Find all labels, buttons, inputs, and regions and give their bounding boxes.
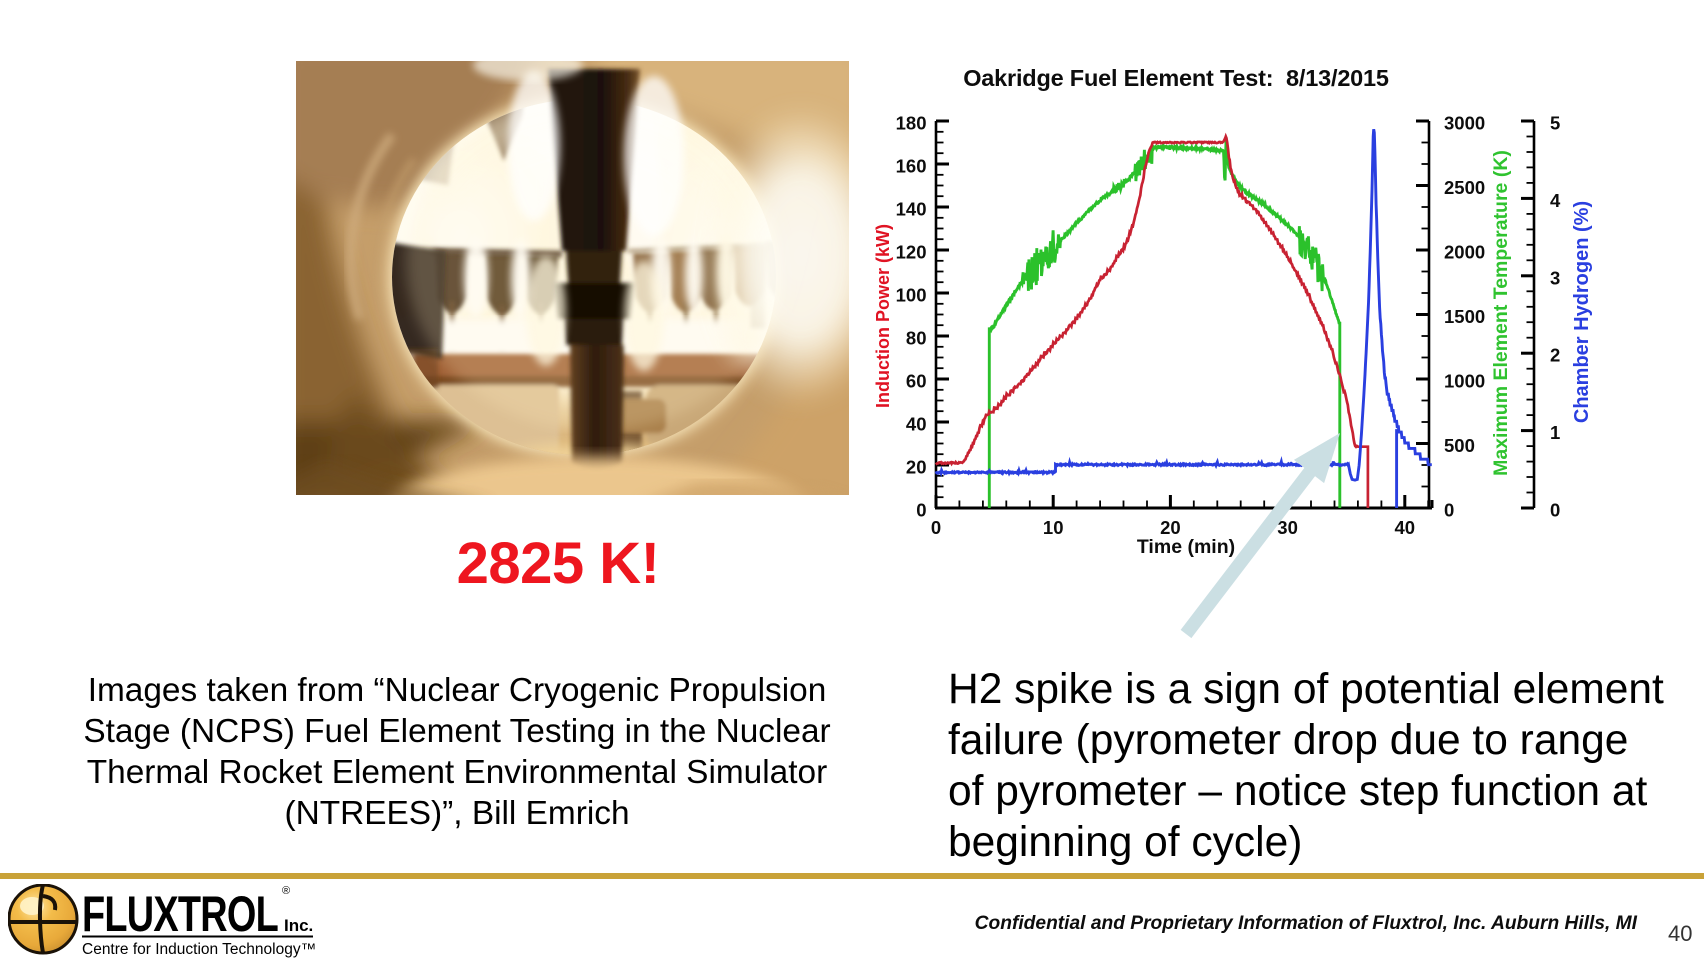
svg-text:1: 1 (1550, 422, 1560, 443)
svg-text:0: 0 (916, 500, 926, 521)
svg-text:140: 140 (896, 199, 927, 220)
svg-text:5: 5 (1550, 113, 1560, 134)
svg-text:120: 120 (896, 242, 927, 263)
svg-text:80: 80 (906, 328, 927, 349)
svg-text:1500: 1500 (1444, 306, 1485, 327)
svg-text:20: 20 (906, 457, 927, 478)
svg-text:2500: 2500 (1444, 177, 1485, 198)
svg-text:0: 0 (1550, 500, 1560, 521)
svg-text:40: 40 (1395, 517, 1416, 538)
svg-text:160: 160 (896, 156, 927, 177)
svg-text:60: 60 (906, 371, 927, 392)
svg-text:Induction Power (kW): Induction Power (kW) (873, 224, 893, 408)
svg-text:1000: 1000 (1444, 371, 1485, 392)
svg-text:500: 500 (1444, 435, 1475, 456)
svg-text:Inc.: Inc. (284, 916, 313, 935)
svg-text:4: 4 (1550, 190, 1561, 211)
svg-text:10: 10 (1043, 517, 1064, 538)
svg-text:180: 180 (896, 113, 927, 134)
svg-text:Oakridge Fuel Element Test: 8: Oakridge Fuel Element Test: 8/13/2015 (963, 65, 1389, 91)
svg-text:Time (min): Time (min) (1137, 536, 1235, 558)
svg-text:20: 20 (1160, 517, 1181, 538)
svg-text:Maximum Element Temperature (K: Maximum Element Temperature (K) (1490, 150, 1512, 476)
svg-text:100: 100 (896, 285, 927, 306)
svg-text:Chamber Hydrogen (%): Chamber Hydrogen (%) (1571, 201, 1593, 423)
svg-text:0: 0 (1444, 500, 1454, 521)
svg-text:3000: 3000 (1444, 113, 1485, 134)
svg-text:2000: 2000 (1444, 242, 1485, 263)
svg-text:30: 30 (1277, 517, 1298, 538)
svg-text:3: 3 (1550, 267, 1560, 288)
svg-text:Centre for Induction Technolog: Centre for Induction Technology™ (82, 941, 316, 958)
svg-text:2: 2 (1550, 345, 1560, 366)
svg-text:0: 0 (931, 517, 941, 538)
svg-text:®: ® (282, 885, 290, 897)
svg-text:40: 40 (906, 414, 927, 435)
svg-text:FLUXTROL: FLUXTROL (82, 886, 278, 942)
